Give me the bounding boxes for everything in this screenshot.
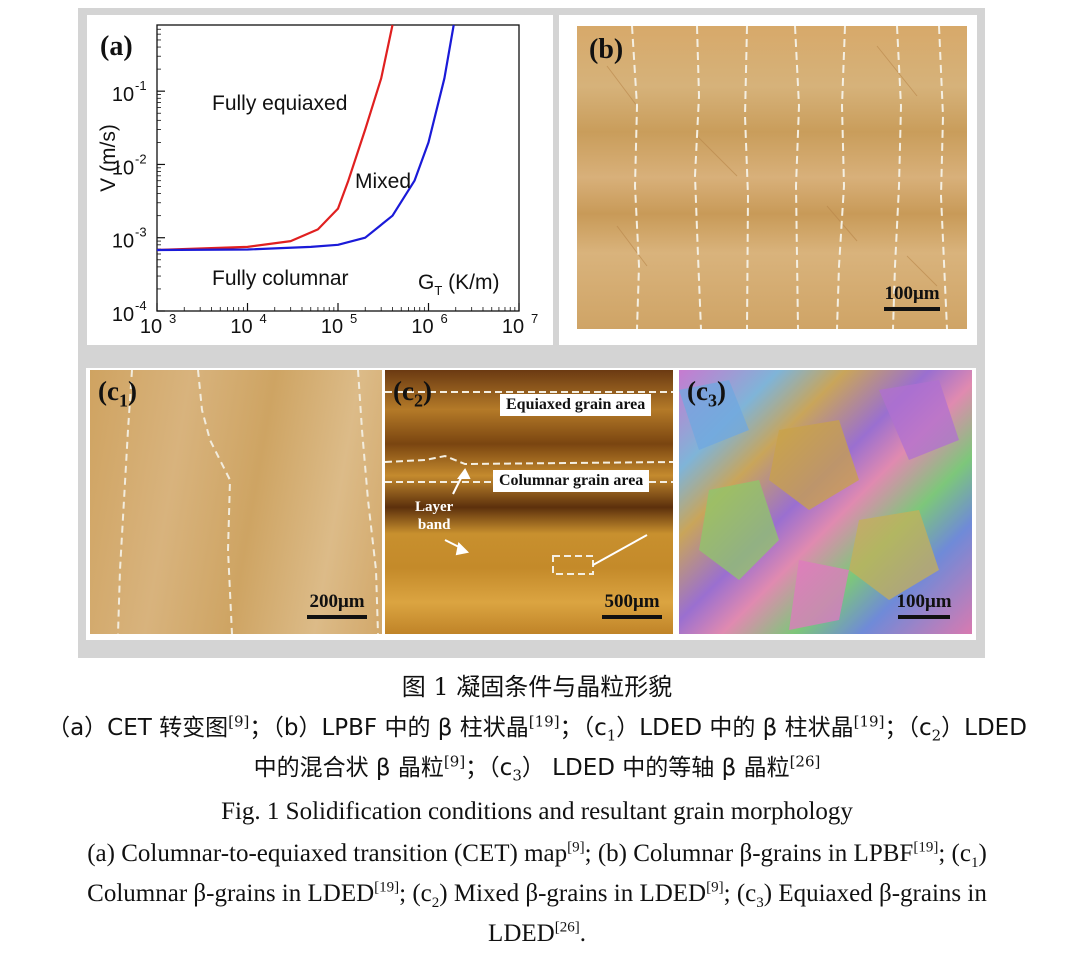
caption-en-line-2: Columnar β-grains in LDED[19]; (c2) Mixe…: [87, 879, 987, 911]
x-tick-label: 10: [230, 316, 252, 338]
cet-chart: 10 3 10 4 10 5 10 6 10 710 -410 -310 -210 -1V (m/s)Fu…: [97, 24, 538, 338]
cet-line-1: [156, 24, 394, 252]
y-tick-exponent: -2: [135, 151, 147, 166]
scale-bar-c2: 500μm: [597, 592, 667, 619]
caption-cn-title: 图 1 凝固条件与晶粒形貌: [401, 673, 673, 701]
scale-c1-text: 200μm: [309, 591, 365, 612]
caption-en-line-3: LDED[26].: [488, 919, 586, 947]
micrograph-b: (b) 100μm: [577, 26, 967, 329]
scale-bar-b: 100μm: [877, 284, 947, 311]
caption-en-line-1: (a) Columnar-to-equiaxed transition (CET…: [87, 839, 987, 871]
scale-b-text: 100μm: [884, 283, 940, 304]
y-tick-exponent: -3: [135, 225, 147, 240]
x-axis-label: GT (K/m): [418, 271, 499, 298]
y-tick-exponent: -4: [135, 298, 147, 313]
cet-line-2: [156, 24, 455, 252]
y-tick-label: 10: [112, 304, 134, 326]
scale-c2-text: 500μm: [604, 591, 660, 612]
panel-c3-label: (c3): [687, 376, 726, 411]
region-columnar-label: Fully columnar: [212, 267, 349, 290]
x-tick-exponent: 4: [260, 311, 267, 326]
micrograph-c2: (c2) Equiaxed grain area Columnar grain …: [385, 370, 673, 634]
y-tick-exponent: -1: [135, 78, 147, 93]
y-tick-label: 10: [112, 157, 134, 179]
y-tick-label: 10: [112, 84, 134, 106]
scale-bar-c1: 200μm: [302, 592, 372, 619]
layer-band-label: Layer band: [415, 499, 454, 533]
panel-divider: [553, 8, 558, 354]
panel-b-label: (b): [589, 34, 624, 65]
panel-a-area: [87, 15, 553, 345]
region-equiaxed-label: Fully equiaxed: [212, 92, 347, 115]
equiaxed-area-label: Equiaxed grain area: [500, 394, 652, 416]
y-tick-label: 10: [112, 231, 134, 253]
x-tick-exponent: 5: [350, 311, 357, 326]
panel-c2-label: (c2): [393, 376, 432, 411]
caption-cn-line-2: 中的混合状 β 晶粒[9]；（c3） LDED 中的等轴 β 晶粒[26]: [253, 752, 821, 785]
y-axis-label: V (m/s): [97, 124, 120, 192]
columnar-area-label: Columnar grain area: [493, 470, 650, 492]
region-mixed-label: Mixed: [355, 170, 411, 193]
x-tick-label: 10: [140, 316, 162, 338]
caption-cn-line-1: （a）CET 转变图[9]；（b）LPBF 中的 β 柱状晶[19]；（c1）L…: [47, 712, 1027, 745]
panel-c1-label: (c1): [98, 376, 137, 411]
x-tick-label: 10: [321, 316, 343, 338]
scale-c3-text: 100μm: [896, 591, 952, 612]
x-tick-label: 10: [502, 316, 524, 338]
micrograph-c1: (c1) 200μm: [90, 370, 382, 634]
scale-bar-c3: 100μm: [889, 592, 959, 619]
x-tick-exponent: 6: [441, 311, 448, 326]
x-tick-exponent: 3: [169, 311, 176, 326]
micrograph-c3: (c3) 100μm: [679, 370, 972, 634]
x-tick-exponent: 7: [531, 311, 538, 326]
panel-a-label: (a): [100, 31, 133, 62]
x-tick-label: 10: [411, 316, 433, 338]
caption-en-title: Fig. 1 Solidification conditions and res…: [221, 798, 853, 825]
